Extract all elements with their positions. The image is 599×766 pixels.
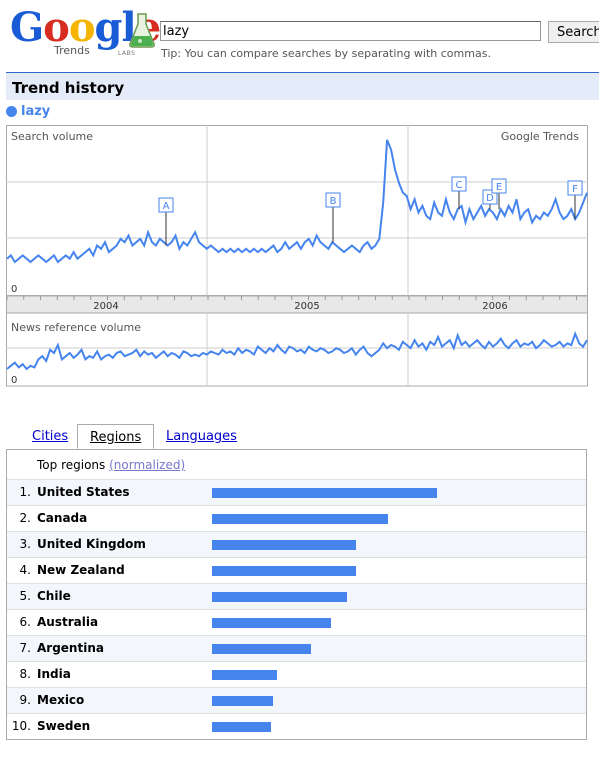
news-volume-frame	[6, 312, 588, 387]
tab-cities[interactable]: Cities	[32, 429, 69, 444]
region-name[interactable]: Canada	[37, 511, 88, 525]
search-volume-title: Search volume	[11, 130, 93, 143]
region-name[interactable]: United States	[37, 485, 130, 499]
year-label-2004: 2004	[93, 301, 118, 312]
region-name[interactable]: Argentina	[37, 641, 104, 655]
logo-labs: LABS	[118, 50, 136, 57]
region-name[interactable]: Chile	[37, 589, 71, 603]
region-volume-bar	[212, 696, 273, 706]
section-title: Trend history	[12, 79, 125, 97]
annotation-label[interactable]: F	[572, 184, 578, 195]
news-annotation-markers: A B C DE F	[158, 176, 583, 246]
region-row: 3. United Kingdom	[7, 531, 586, 557]
region-row: 2. Canada	[7, 505, 586, 531]
news-volume-line	[6, 330, 588, 371]
region-rank: 7.	[19, 641, 31, 655]
region-volume-bar	[212, 644, 311, 654]
region-volume-bar	[212, 618, 331, 628]
region-row: 10. Sweden	[7, 713, 586, 739]
region-row: 8. India	[7, 661, 586, 687]
annotation-box[interactable]	[325, 192, 341, 208]
region-rank: 6.	[19, 615, 31, 629]
month-ticks	[6, 296, 577, 300]
news-volume-title: News reference volume	[11, 321, 141, 334]
legend-color-dot	[6, 106, 17, 117]
google-trends-watermark: Google Trends	[501, 130, 579, 143]
region-volume-bar	[212, 592, 347, 602]
region-rank: 4.	[19, 563, 31, 577]
search-volume-zero-label: 0	[11, 284, 17, 295]
logo-subtitle: Trends	[54, 44, 90, 57]
annotation-box[interactable]	[451, 176, 467, 192]
flask-icon	[129, 13, 155, 48]
region-rank: 5.	[19, 589, 31, 603]
search-volume-line	[6, 139, 588, 264]
region-name[interactable]: India	[37, 667, 71, 681]
header: Google Trends LABS Search Tip: You can c…	[0, 0, 599, 72]
annotation-label[interactable]: B	[330, 196, 337, 207]
region-volume-bar	[212, 540, 356, 550]
region-row: 7. Argentina	[7, 635, 586, 661]
region-rank: 3.	[19, 537, 31, 551]
annotation-box[interactable]	[491, 178, 507, 194]
region-row: 5. Chile	[7, 583, 586, 609]
region-row: 9. Mexico	[7, 687, 586, 713]
region-volume-bar	[212, 722, 271, 732]
region-name[interactable]: Australia	[37, 615, 99, 629]
news-volume-zero-label: 0	[11, 375, 17, 386]
regions-heading-label: Top regions	[37, 458, 106, 472]
region-rank: 10.	[11, 719, 31, 733]
region-name[interactable]: United Kingdom	[37, 537, 146, 551]
region-name[interactable]: Mexico	[37, 693, 85, 707]
tab-languages[interactable]: Languages	[166, 429, 237, 444]
year-label-2006: 2006	[482, 301, 507, 312]
annotation-label[interactable]: C	[456, 180, 463, 191]
annotation-box[interactable]	[567, 180, 583, 196]
region-rank: 8.	[19, 667, 31, 681]
region-volume-bar	[212, 488, 437, 498]
annotation-label[interactable]: D	[486, 193, 494, 204]
region-rank: 1.	[19, 485, 31, 499]
region-name[interactable]: New Zealand	[37, 563, 125, 577]
region-row: 1. United States	[7, 479, 586, 505]
legend-term[interactable]: lazy	[21, 104, 51, 119]
tab-regions[interactable]: Regions	[77, 424, 154, 449]
normalized-link[interactable]: (normalized)	[109, 458, 186, 472]
region-volume-bar	[212, 566, 356, 576]
annotation-box[interactable]	[158, 197, 174, 213]
search-tip: Tip: You can compare searches by separat…	[161, 47, 491, 60]
regions-panel: Top regions (normalized) 1. United States…	[6, 449, 587, 740]
trend-charts: Search volume Google Trends 0 A B C DE F 200…	[6, 125, 588, 387]
region-volume-bar	[212, 514, 388, 524]
region-row: 6. Australia	[7, 609, 586, 635]
google-trends-logo[interactable]: Google Trends LABS	[10, 6, 161, 64]
search-button[interactable]: Search	[548, 21, 599, 43]
region-tabs: Cities Regions Languages	[6, 424, 587, 450]
region-volume-bar	[212, 670, 277, 680]
region-row: 4. New Zealand	[7, 557, 586, 583]
annotation-label[interactable]: A	[163, 201, 170, 212]
region-name[interactable]: Sweden	[37, 719, 91, 733]
search-input[interactable]	[160, 21, 541, 41]
region-rank: 2.	[19, 511, 31, 525]
year-label-2005: 2005	[294, 301, 319, 312]
section-header: Trend history	[6, 72, 599, 100]
region-rank: 9.	[19, 693, 31, 707]
regions-heading: Top regions (normalized)	[37, 458, 185, 472]
annotation-label[interactable]: E	[496, 182, 502, 193]
